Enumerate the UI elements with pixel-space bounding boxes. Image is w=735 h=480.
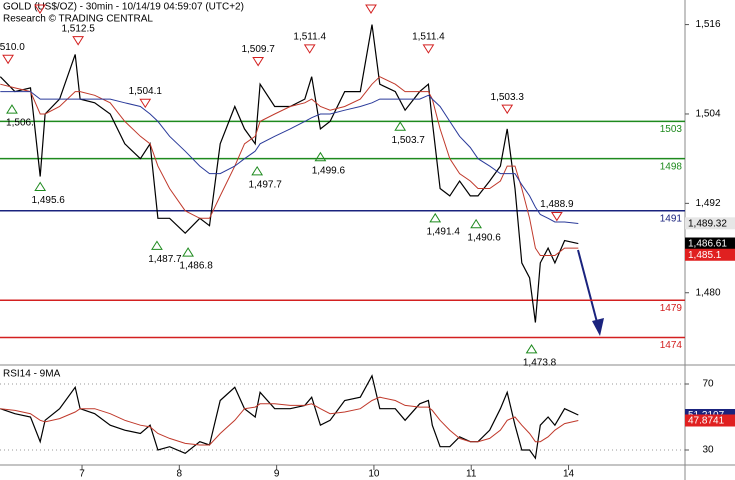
x-tick-label: 9	[274, 469, 280, 480]
y-tick-label: 1,516	[695, 19, 720, 30]
swing-label: 1,504.1	[129, 86, 163, 97]
swing-label: 1,487.7	[148, 254, 182, 265]
swing-high-marker	[422, 44, 435, 54]
price-tag	[685, 414, 735, 427]
series-line	[0, 374, 579, 460]
series-line	[0, 396, 579, 446]
swing-low-marker	[182, 247, 194, 257]
swing-label: 1,490.6	[467, 232, 501, 243]
swing-label: 1,503.7	[392, 135, 426, 146]
chart-subtitle: Research © TRADING CENTRAL	[3, 14, 153, 25]
swing-low-marker	[314, 151, 327, 162]
swing-label: 1,506.	[6, 118, 34, 129]
swing-low-marker	[251, 165, 264, 176]
series-line	[0, 24, 579, 323]
forecast-arrowhead	[592, 318, 604, 336]
swing-label: 1,491.4	[427, 226, 461, 237]
y-tick-label: 70	[702, 379, 714, 390]
swing-low-marker	[394, 121, 407, 131]
price-tag	[685, 237, 735, 250]
swing-low-marker	[525, 343, 538, 354]
swing-high-marker	[139, 98, 152, 109]
swing-label: 1,497.7	[248, 180, 282, 191]
level-label: 1503	[660, 124, 683, 135]
swing-low-marker	[470, 218, 482, 229]
swing-label: 1,511.4	[412, 31, 445, 42]
x-tick-label: 10	[368, 469, 380, 480]
swing-high-marker	[550, 211, 563, 222]
series-line	[0, 76, 579, 256]
swing-high-marker	[2, 54, 14, 65]
x-tick-label: 11	[466, 469, 477, 480]
swing-label: 1,512.5	[61, 23, 95, 34]
level-label: 1498	[660, 161, 683, 172]
x-tick-label: 8	[177, 469, 183, 480]
swing-low-marker	[429, 212, 442, 223]
price-tag-label: 47.8741	[688, 416, 725, 427]
swing-label: 1,503.3	[491, 92, 525, 103]
swing-marker	[34, 4, 46, 14]
chart-title: GOLD (US$/OZ) - 30min - 10/14/19 04:59:0…	[3, 2, 244, 13]
swing-label: 1,499.6	[312, 165, 346, 176]
series-line	[0, 91, 579, 224]
swing-high-marker	[252, 57, 265, 67]
swing-label: 1,486.8	[179, 261, 213, 272]
x-tick-label: 7	[79, 469, 85, 480]
x-tick-label: 14	[563, 469, 575, 480]
swing-label: 1,509.7	[241, 44, 275, 55]
swing-marker	[365, 4, 377, 14]
swing-low-marker	[34, 181, 47, 192]
price-tag	[685, 217, 735, 230]
swing-high-marker	[501, 104, 514, 115]
price-tag-label: 1,485.1	[688, 250, 722, 261]
price-tag-label: 1,486.61	[688, 239, 727, 250]
swing-label: 1,473.8	[523, 358, 557, 369]
forecast-arrow	[577, 249, 599, 327]
y-tick-label: 1,492	[695, 198, 720, 209]
swing-high-marker	[72, 36, 85, 46]
swing-label: 1,511.4	[293, 31, 326, 42]
y-tick-label: 1,504	[695, 109, 720, 120]
y-tick-label: 30	[702, 445, 714, 456]
swing-low-marker	[6, 104, 18, 114]
price-tag-label: 1,489.32	[688, 218, 727, 229]
swing-label: 1,488.9	[540, 199, 574, 210]
level-label: 1474	[660, 340, 683, 351]
swing-high-marker	[303, 44, 316, 54]
swing-label: 1,510.0	[0, 42, 25, 53]
price-tag	[685, 248, 735, 261]
rsi-title: RSI14 - 9MA	[3, 369, 61, 380]
y-tick-label: 1,480	[695, 287, 720, 298]
level-label: 1491	[660, 213, 683, 224]
level-label: 1479	[660, 303, 683, 314]
swing-low-marker	[151, 240, 163, 250]
swing-label: 1,495.6	[31, 195, 65, 206]
